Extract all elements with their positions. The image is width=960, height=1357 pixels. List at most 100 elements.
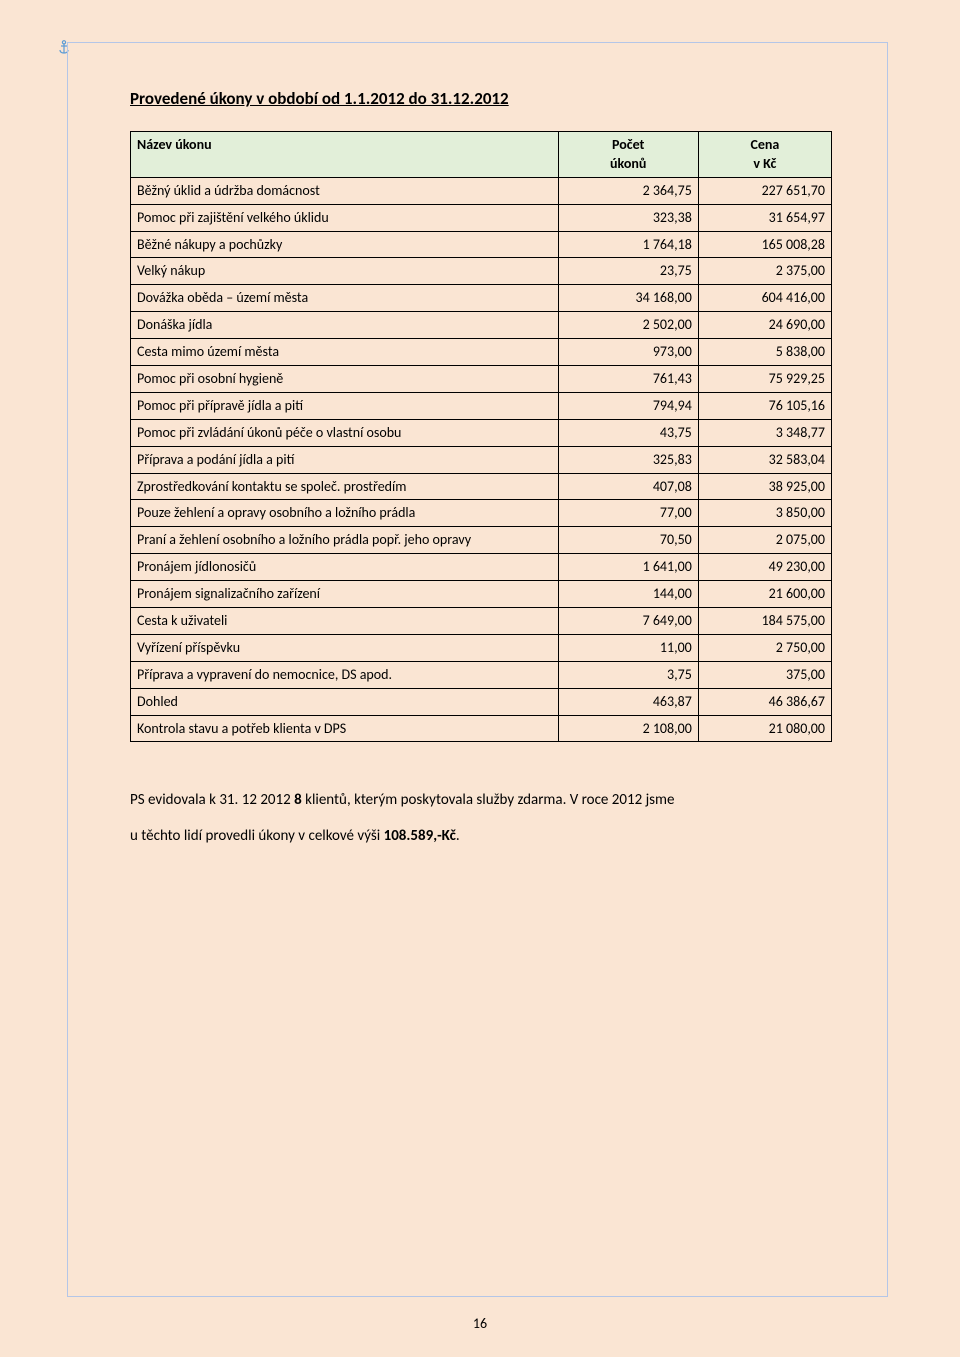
cell-count: 3,75 (558, 661, 698, 688)
cell-count: 1 764,18 (558, 231, 698, 258)
cell-price: 3 348,77 (698, 419, 831, 446)
cell-price: 165 008,28 (698, 231, 831, 258)
cell-count: 1 641,00 (558, 554, 698, 581)
table-row: Vyřízení příspěvku11,002 750,00 (131, 634, 832, 661)
page-title: Provedené úkony v období od 1.1.2012 do … (130, 88, 832, 109)
table-row: Běžné nákupy a pochůzky1 764,18165 008,2… (131, 231, 832, 258)
table-row: Cesta mimo území města973,005 838,00 (131, 339, 832, 366)
cell-price: 75 929,25 (698, 366, 831, 393)
operations-table: Název úkonu Počet úkonů Cena v Kč Běžný … (130, 131, 832, 742)
cell-name: Zprostředkování kontaktu se společ. pros… (131, 473, 559, 500)
body-line1-post: klientů, kterým poskytovala služby zdarm… (302, 791, 675, 809)
col-header-name-text: Název úkonu (137, 136, 212, 153)
col-header-count-l2: úkonů (610, 155, 646, 172)
cell-name: Dovážka oběda – území města (131, 285, 559, 312)
body-line2-pre: u těchto lidí provedli úkony v celkové v… (130, 827, 384, 845)
cell-count: 2 108,00 (558, 715, 698, 742)
cell-price: 21 080,00 (698, 715, 831, 742)
cell-price: 2 375,00 (698, 258, 831, 285)
cell-count: 7 649,00 (558, 608, 698, 635)
cell-name: Pomoc při osobní hygieně (131, 366, 559, 393)
col-header-price: Cena v Kč (698, 132, 831, 178)
cell-price: 76 105,16 (698, 392, 831, 419)
cell-price: 604 416,00 (698, 285, 831, 312)
cell-name: Pouze žehlení a opravy osobního a ložníh… (131, 500, 559, 527)
cell-price: 2 750,00 (698, 634, 831, 661)
cell-count: 973,00 (558, 339, 698, 366)
body-line2-post: . (456, 827, 460, 845)
col-header-count: Počet úkonů (558, 132, 698, 178)
cell-count: 2 364,75 (558, 177, 698, 204)
page-number: 16 (0, 1315, 960, 1332)
col-header-price-l1: Cena (750, 136, 779, 153)
cell-price: 184 575,00 (698, 608, 831, 635)
cell-name: Donáška jídla (131, 312, 559, 339)
cell-price: 21 600,00 (698, 581, 831, 608)
table-row: Dovážka oběda – území města34 168,00604 … (131, 285, 832, 312)
table-row: Kontrola stavu a potřeb klienta v DPS2 1… (131, 715, 832, 742)
cell-price: 2 075,00 (698, 527, 831, 554)
cell-name: Kontrola stavu a potřeb klienta v DPS (131, 715, 559, 742)
col-header-count-l1: Počet (612, 136, 644, 153)
cell-price: 5 838,00 (698, 339, 831, 366)
cell-count: 407,08 (558, 473, 698, 500)
cell-count: 11,00 (558, 634, 698, 661)
cell-name: Běžné nákupy a pochůzky (131, 231, 559, 258)
cell-count: 70,50 (558, 527, 698, 554)
cell-name: Pomoc při zajištění velkého úklidu (131, 204, 559, 231)
table-row: Pomoc při osobní hygieně761,4375 929,25 (131, 366, 832, 393)
cell-name: Cesta mimo území města (131, 339, 559, 366)
table-row: Příprava a vypravení do nemocnice, DS ap… (131, 661, 832, 688)
body-paragraph: PS evidovala k 31. 12 2012 8 klientů, kt… (130, 782, 832, 854)
cell-price: 31 654,97 (698, 204, 831, 231)
cell-name: Praní a žehlení osobního a ložního prádl… (131, 527, 559, 554)
cell-price: 375,00 (698, 661, 831, 688)
cell-count: 323,38 (558, 204, 698, 231)
table-row: Pouze žehlení a opravy osobního a ložníh… (131, 500, 832, 527)
cell-name: Velký nákup (131, 258, 559, 285)
table-row: Běžný úklid a údržba domácnost2 364,7522… (131, 177, 832, 204)
table-row: Pronájem signalizačního zařízení144,0021… (131, 581, 832, 608)
table-row: Příprava a podání jídla a pití325,8332 5… (131, 446, 832, 473)
cell-name: Běžný úklid a údržba domácnost (131, 177, 559, 204)
table-header-row: Název úkonu Počet úkonů Cena v Kč (131, 132, 832, 178)
cell-price: 46 386,67 (698, 688, 831, 715)
cell-name: Pronájem signalizačního zařízení (131, 581, 559, 608)
table-row: Pronájem jídlonosičů1 641,0049 230,00 (131, 554, 832, 581)
table-row: Pomoc při zajištění velkého úklidu323,38… (131, 204, 832, 231)
col-header-name: Název úkonu (131, 132, 559, 178)
table-row: Praní a žehlení osobního a ložního prádl… (131, 527, 832, 554)
cell-name: Příprava a podání jídla a pití (131, 446, 559, 473)
col-header-price-l2: v Kč (753, 155, 776, 172)
cell-price: 227 651,70 (698, 177, 831, 204)
table-row: Donáška jídla2 502,0024 690,00 (131, 312, 832, 339)
cell-count: 794,94 (558, 392, 698, 419)
cell-name: Dohled (131, 688, 559, 715)
cell-price: 32 583,04 (698, 446, 831, 473)
cell-count: 77,00 (558, 500, 698, 527)
cell-count: 43,75 (558, 419, 698, 446)
table-row: Pomoc při přípravě jídla a pití794,9476 … (131, 392, 832, 419)
page-content: Provedené úkony v období od 1.1.2012 do … (130, 88, 832, 854)
cell-name: Vyřízení příspěvku (131, 634, 559, 661)
cell-count: 34 168,00 (558, 285, 698, 312)
table-row: Cesta k uživateli7 649,00184 575,00 (131, 608, 832, 635)
cell-name: Příprava a vypravení do nemocnice, DS ap… (131, 661, 559, 688)
cell-name: Cesta k uživateli (131, 608, 559, 635)
cell-price: 3 850,00 (698, 500, 831, 527)
table-row: Pomoc při zvládání úkonů péče o vlastní … (131, 419, 832, 446)
cell-price: 24 690,00 (698, 312, 831, 339)
cell-count: 23,75 (558, 258, 698, 285)
cell-count: 463,87 (558, 688, 698, 715)
body-line1-bold: 8 (294, 791, 302, 809)
table-row: Velký nákup23,752 375,00 (131, 258, 832, 285)
cell-price: 38 925,00 (698, 473, 831, 500)
body-line1-pre: PS evidovala k 31. 12 2012 (130, 791, 294, 809)
table-row: Zprostředkování kontaktu se společ. pros… (131, 473, 832, 500)
cell-price: 49 230,00 (698, 554, 831, 581)
cell-name: Pomoc při zvládání úkonů péče o vlastní … (131, 419, 559, 446)
body-line2-bold: 108.589,-Kč (384, 827, 456, 845)
cell-count: 761,43 (558, 366, 698, 393)
cell-count: 2 502,00 (558, 312, 698, 339)
cell-name: Pronájem jídlonosičů (131, 554, 559, 581)
